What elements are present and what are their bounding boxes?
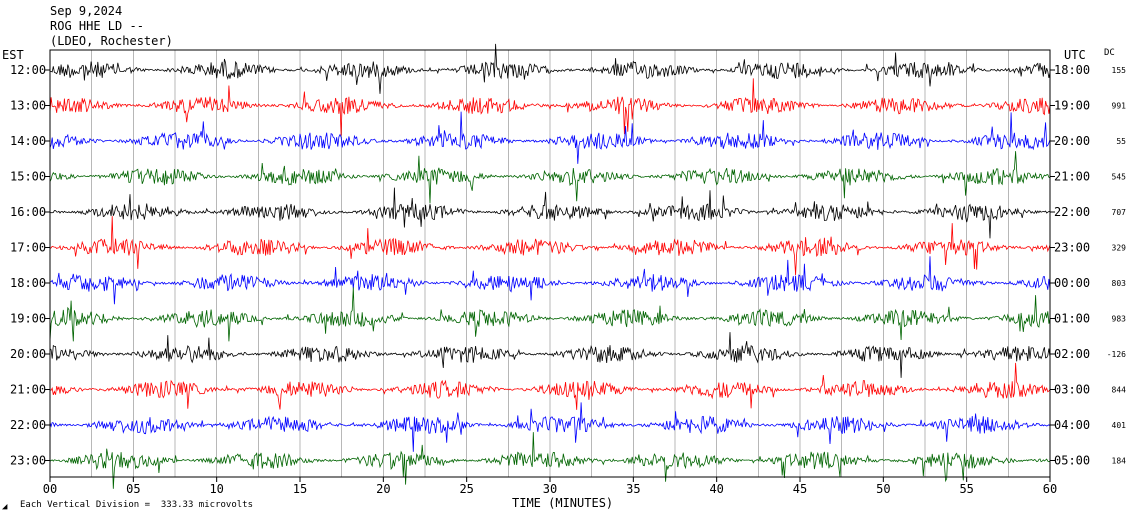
trace-1200 — [49, 43, 1051, 94]
scale-note: Each Vertical Division = 333.33 microvol… — [20, 500, 253, 510]
x-tick-label: 45 — [793, 482, 807, 496]
dc-value-label: 155 — [1112, 66, 1127, 75]
x-tick-label: 05 — [126, 482, 140, 496]
trace-1700 — [49, 216, 1051, 276]
x-tick-label: 40 — [709, 482, 723, 496]
utc-hour-label: 00:00 — [1054, 276, 1090, 290]
trace-1500 — [49, 151, 1051, 204]
x-tick-label: 00 — [43, 482, 57, 496]
dc-axis-title: DC — [1104, 48, 1115, 58]
dc-value-label: 401 — [1112, 421, 1127, 430]
trace-2000 — [49, 332, 1051, 378]
utc-axis-title: UTC — [1064, 48, 1086, 62]
est-axis-title: EST — [2, 48, 24, 62]
est-hour-label: 14:00 — [10, 134, 46, 148]
trace-2200 — [49, 402, 1051, 452]
utc-hour-label: 23:00 — [1054, 241, 1090, 255]
est-hour-label: 20:00 — [10, 347, 46, 361]
dc-value-label: -126 — [1107, 350, 1126, 359]
network-label: (LDEO, Rochester) — [50, 34, 173, 48]
dc-value-label: 707 — [1112, 208, 1127, 217]
est-hour-label: 16:00 — [10, 205, 46, 219]
x-tick-label: 15 — [293, 482, 307, 496]
est-hour-label: 18:00 — [10, 276, 46, 290]
trace-1600 — [49, 187, 1051, 239]
est-hour-label: 15:00 — [10, 170, 46, 184]
x-tick-label: 55 — [959, 482, 973, 496]
est-hour-label: 21:00 — [10, 383, 46, 397]
utc-hour-label: 20:00 — [1054, 134, 1090, 148]
utc-hour-label: 19:00 — [1054, 99, 1090, 113]
trace-2100 — [49, 362, 1051, 410]
dc-value-label: 803 — [1112, 279, 1127, 288]
utc-hour-label: 02:00 — [1054, 347, 1090, 361]
trace-1800 — [49, 256, 1051, 305]
x-axis-title: TIME (MINUTES) — [512, 496, 614, 510]
station-label: ROG HHE LD -- — [50, 19, 144, 33]
x-tick-label: 20 — [376, 482, 390, 496]
utc-hour-label: 04:00 — [1054, 418, 1090, 432]
x-tick-label: 25 — [459, 482, 473, 496]
dc-value-label: 184 — [1112, 457, 1127, 466]
est-hour-label: 17:00 — [10, 241, 46, 255]
dc-value-label: 844 — [1112, 386, 1127, 395]
x-tick-label: 60 — [1043, 482, 1057, 496]
dc-value-label: 55 — [1116, 137, 1126, 146]
scale-icon: ◢ — [2, 502, 8, 512]
utc-hour-label: 01:00 — [1054, 312, 1090, 326]
est-hour-label: 13:00 — [10, 99, 46, 113]
trace-1400 — [49, 111, 1051, 164]
est-hour-label: 23:00 — [10, 454, 46, 468]
x-tick-label: 30 — [543, 482, 557, 496]
x-tick-label: 35 — [626, 482, 640, 496]
date-label: Sep 9,2024 — [50, 4, 123, 18]
utc-hour-label: 03:00 — [1054, 383, 1090, 397]
trace-1900 — [49, 287, 1051, 342]
trace-2300 — [49, 432, 1051, 489]
utc-hour-label: 21:00 — [1054, 170, 1090, 184]
trace-1300 — [49, 78, 1051, 136]
est-hour-label: 19:00 — [10, 312, 46, 326]
dc-value-label: 991 — [1112, 102, 1127, 111]
utc-hour-label: 22:00 — [1054, 205, 1090, 219]
dc-value-label: 545 — [1112, 173, 1127, 182]
x-tick-label: 50 — [876, 482, 890, 496]
est-hour-label: 12:00 — [10, 63, 46, 77]
est-hour-label: 22:00 — [10, 418, 46, 432]
utc-hour-label: 05:00 — [1054, 454, 1090, 468]
utc-hour-label: 18:00 — [1054, 63, 1090, 77]
x-tick-label: 10 — [209, 482, 223, 496]
dc-value-label: 983 — [1112, 315, 1127, 324]
dc-value-label: 329 — [1112, 244, 1127, 253]
